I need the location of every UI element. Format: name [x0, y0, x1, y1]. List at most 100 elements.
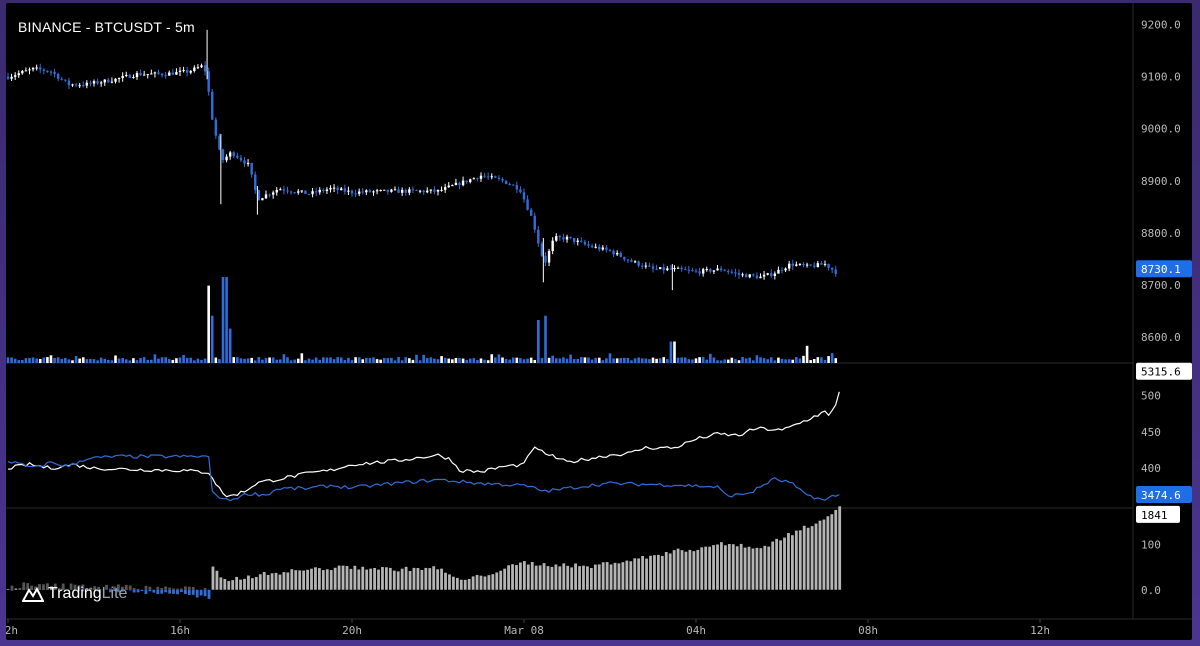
histogram-bar	[790, 535, 794, 590]
price-candle	[759, 276, 762, 279]
volume-bar	[365, 357, 368, 363]
oscillator-tick-label: 500	[1141, 390, 1161, 403]
histogram-bar	[172, 588, 175, 590]
price-candle	[615, 252, 619, 255]
histogram-bar	[515, 565, 518, 590]
price-candle	[752, 274, 755, 276]
price-candle	[813, 265, 816, 268]
volume-bar	[712, 357, 716, 363]
price-candle	[626, 259, 630, 261]
histogram-bar	[30, 585, 34, 590]
histogram-bar	[444, 572, 447, 590]
volume-bar	[347, 357, 350, 363]
price-candle	[587, 244, 590, 246]
volume-bar	[798, 358, 802, 363]
price-candle	[648, 265, 651, 267]
price-candle	[712, 270, 716, 272]
oscillator-tick-label: 400	[1141, 462, 1161, 475]
chart-canvas[interactable]: 9200.0 9100.0 9000.0 8900.0 8800.0 8700.0 8600…	[6, 3, 1192, 640]
histogram-bar	[325, 569, 329, 590]
price-candle	[522, 192, 526, 200]
price-candle	[268, 194, 271, 196]
price-candle	[820, 263, 823, 265]
histogram-bar	[164, 586, 168, 590]
histogram-bar	[120, 589, 124, 592]
price-candle	[10, 76, 13, 79]
volume-bar	[114, 355, 117, 363]
histogram-bar	[392, 570, 396, 590]
histogram-bar	[156, 589, 160, 595]
histogram-bar	[637, 558, 641, 590]
price-candle	[723, 270, 726, 272]
histogram-bar	[452, 576, 455, 590]
histogram-bar	[168, 589, 172, 594]
price-candle	[612, 250, 615, 255]
price-candle	[390, 189, 393, 192]
price-candle	[762, 274, 766, 277]
volume-bar	[787, 359, 791, 363]
price-candle	[200, 65, 203, 68]
volume-bar	[142, 357, 146, 363]
volume-bar	[38, 359, 42, 363]
histogram-bar	[10, 589, 14, 591]
histogram-bar	[286, 572, 290, 590]
histogram-bar	[802, 525, 806, 590]
histogram-bar	[570, 567, 574, 590]
histogram-bar	[132, 589, 136, 593]
volume-bar	[508, 359, 511, 363]
histogram-bar	[337, 565, 341, 590]
histogram-bar	[526, 564, 530, 590]
volume-bar	[21, 360, 24, 363]
price-candle	[361, 191, 364, 193]
histogram-bar	[467, 578, 471, 590]
volume-bar	[443, 357, 447, 363]
volume-bar	[400, 360, 404, 363]
price-candle	[694, 270, 698, 272]
histogram-bar	[203, 587, 207, 590]
histogram-bar	[723, 545, 727, 590]
volume-bar	[522, 359, 526, 363]
volume-bar	[31, 357, 35, 363]
volume-bar	[723, 359, 726, 363]
histogram-bar	[755, 547, 759, 590]
oscillator-badge-blue	[1136, 485, 1192, 503]
price-candle	[787, 263, 791, 269]
price-candle	[196, 67, 200, 69]
histogram-bar	[633, 558, 637, 590]
price-candle	[630, 260, 633, 262]
histogram-bar	[751, 548, 755, 590]
price-candle	[508, 183, 511, 185]
histogram-bar	[609, 564, 613, 590]
histogram-bar	[396, 571, 400, 590]
histogram-bar	[656, 554, 660, 590]
price-candle	[691, 270, 694, 272]
histogram-bar	[113, 589, 116, 591]
volume-bar	[257, 357, 261, 363]
volume-bar	[250, 357, 253, 363]
volume-bar	[648, 359, 651, 363]
price-candle	[472, 178, 476, 180]
volume-bar	[583, 357, 587, 363]
volume-bar	[411, 359, 415, 363]
volume-bar	[526, 358, 529, 363]
histogram-bar	[282, 572, 286, 590]
volume-bar	[361, 359, 365, 363]
price-candle	[354, 193, 357, 195]
volume-bar	[823, 360, 827, 363]
volume-bar	[135, 360, 139, 363]
price-candle	[386, 189, 390, 192]
time-tick-label: 08h	[858, 624, 878, 637]
histogram-bar	[783, 537, 786, 590]
volume-bar	[418, 360, 422, 363]
price-candle	[164, 75, 167, 77]
histogram-bar	[199, 589, 203, 596]
volume-bar	[99, 357, 103, 363]
histogram-bar	[692, 551, 696, 590]
histogram-bar	[739, 543, 743, 590]
histogram-bar	[176, 589, 179, 595]
volume-bar	[683, 357, 687, 363]
histogram-bar	[507, 565, 510, 590]
price-candle	[397, 189, 400, 193]
volume-bar	[468, 358, 472, 363]
price-candle	[748, 274, 751, 278]
